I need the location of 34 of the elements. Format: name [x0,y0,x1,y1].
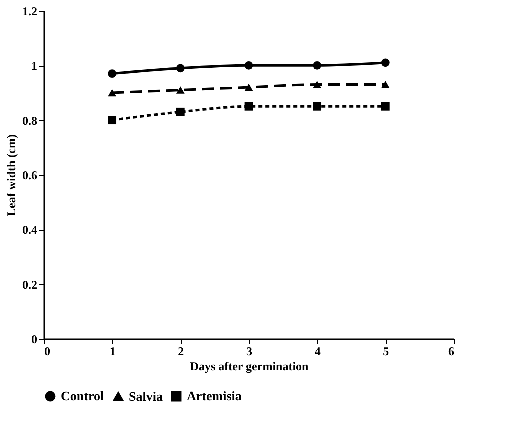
y-tick-label: 0.8 [22,114,38,128]
x-tick-label: 0 [44,344,50,358]
x-tick-label: 1 [110,344,116,358]
x-tick-label: 2 [178,344,184,358]
y-tick-label: 0.4 [22,223,38,238]
point [108,116,117,125]
y-tick-label: 0 [32,332,38,346]
x-axis-title: Days after germination [190,360,310,374]
y-axis-title: Leaf width (cm) [4,134,18,216]
point [381,81,390,88]
x-tick-label: 5 [383,344,390,358]
point [176,64,185,73]
y-tick-label: 0.6 [22,168,38,182]
point [313,61,322,70]
x-tick-label: 6 [448,344,454,358]
legend-label: Salvia [129,388,164,404]
y-tick-label: 0.2 [22,278,38,292]
x-tick-label: 3 [246,344,252,358]
point [313,102,322,111]
point [176,108,185,116]
point [108,70,117,78]
y-tick-label: 1.2 [22,4,38,18]
x-tick-label: 4 [314,344,321,358]
point [244,84,254,92]
point [313,81,322,88]
legend-label: Artemisia [187,388,242,404]
y-tick-label: 1 [32,59,38,74]
point [176,86,185,94]
legend-label: Control [61,388,104,404]
point [108,89,117,97]
point [244,102,254,111]
point [381,102,390,111]
point [244,61,254,70]
point [381,58,390,68]
